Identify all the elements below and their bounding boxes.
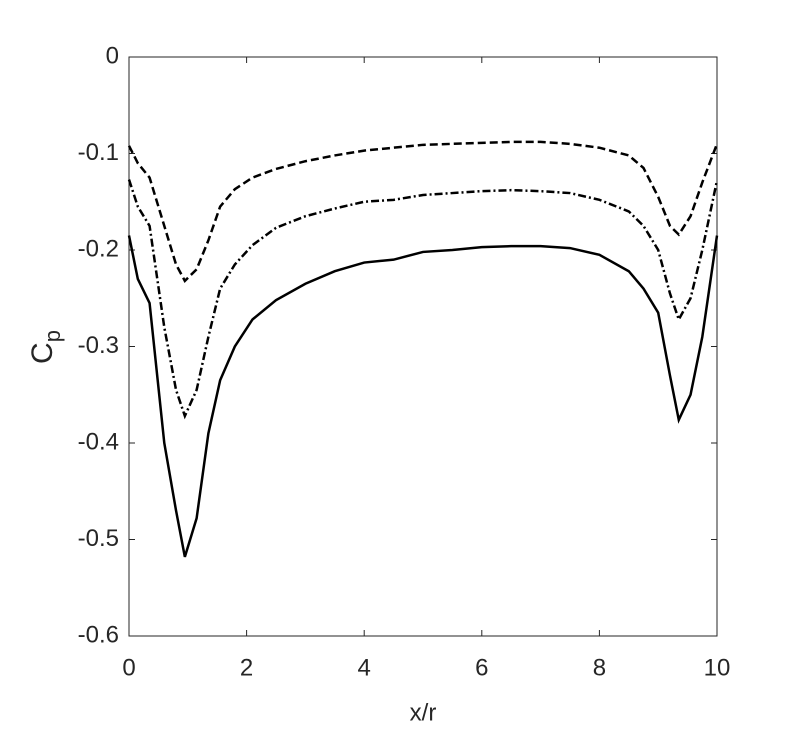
data-line	[127, 235, 719, 558]
y-tick-label: 0	[106, 42, 119, 69]
x-tick-label: 4	[358, 654, 371, 681]
data-line	[127, 179, 719, 420]
y-axis-label-main: Cp	[26, 330, 65, 364]
plot-frame	[128, 56, 718, 637]
y-tick-label: -0.6	[78, 621, 119, 648]
x-axis-label: x/r	[410, 699, 437, 726]
x-tick-label: 10	[704, 654, 731, 681]
y-tick-label: -0.2	[78, 235, 119, 262]
y-axis-label: Cp	[26, 330, 65, 364]
y-tick-label: -0.3	[78, 332, 119, 359]
y-label-text: C	[26, 342, 59, 364]
data-line	[127, 140, 719, 283]
x-tick-label: 2	[240, 654, 253, 681]
y-label-subscript: p	[40, 330, 65, 342]
y-tick-label: -0.1	[78, 139, 119, 166]
y-tick-label: -0.5	[78, 525, 119, 552]
x-tick-label: 8	[593, 654, 606, 681]
x-tick-label: 0	[122, 654, 135, 681]
y-tick-label: -0.4	[78, 428, 119, 455]
x-tick-label: 6	[475, 654, 488, 681]
